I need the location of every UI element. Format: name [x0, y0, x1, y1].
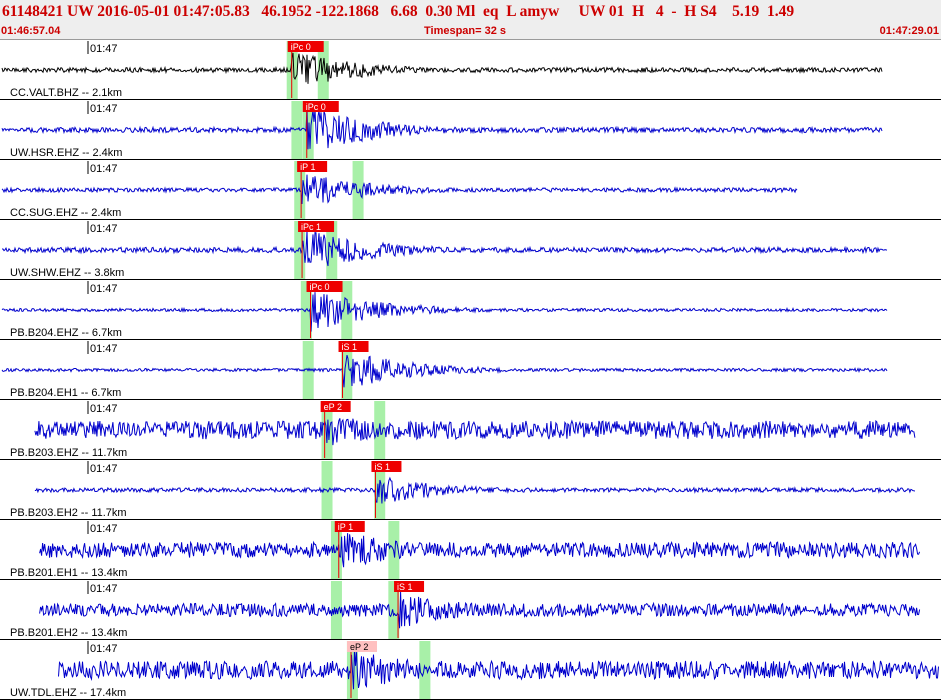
trace-time-label: 01:47	[90, 523, 118, 535]
pick-window	[341, 341, 353, 400]
pick-flag	[298, 221, 335, 232]
pick-flag	[394, 581, 425, 592]
pick-label: iS 1	[374, 462, 390, 472]
pick-flag	[306, 281, 343, 292]
waveform	[1, 292, 888, 332]
waveform	[1, 174, 798, 205]
station-label: CC.VALT.BHZ -- 2.1km	[10, 87, 122, 99]
waveform	[2, 230, 888, 267]
pick-window	[317, 41, 329, 100]
pick-label: iPc 1	[301, 222, 321, 232]
waveform	[1, 354, 888, 388]
trace-time-label: 01:47	[90, 283, 118, 295]
trace-time-label: 01:47	[90, 403, 118, 415]
start-time-label: 01:46:57.04	[1, 25, 61, 37]
pick-window	[294, 221, 306, 280]
station-label: PB.B203.EHZ -- 11.7km	[10, 447, 127, 459]
station-label: UW.HSR.EHZ -- 2.4km	[10, 147, 122, 159]
pick-window	[388, 581, 400, 640]
pick-flag	[297, 161, 328, 172]
pick-label: iPc 0	[310, 282, 330, 292]
pick-label: eP 2	[324, 402, 342, 412]
waveform	[39, 533, 921, 568]
station-label: PB.B203.EH2 -- 11.7km	[10, 507, 127, 519]
pick-window	[300, 281, 312, 340]
station-label: PB.B201.EH1 -- 13.4km	[10, 567, 127, 579]
pick-label: iS 1	[342, 342, 358, 352]
pick-flag	[338, 341, 369, 352]
station-label: CC.SUG.EHZ -- 2.4km	[10, 207, 121, 219]
pick-flag	[320, 401, 351, 412]
station-label: PB.B204.EH1 -- 6.7km	[10, 387, 121, 399]
pick-label: eP 2	[350, 642, 368, 652]
pick-window	[341, 281, 353, 340]
waveform	[34, 418, 916, 446]
pick-flag	[346, 641, 377, 652]
station-label: PB.B204.EHZ -- 6.7km	[10, 327, 122, 339]
waveform	[1, 52, 883, 84]
trace-time-label: 01:47	[90, 583, 118, 595]
pick-flag	[334, 521, 365, 532]
station-label: UW.SHW.EHZ -- 3.8km	[10, 267, 124, 279]
trace-time-label: 01:47	[90, 343, 118, 355]
trace-time-label: 01:47	[90, 223, 118, 235]
trace-time-label: 01:47	[90, 643, 118, 655]
end-time-label: 01:47:29.01	[879, 25, 939, 37]
pick-window	[419, 641, 431, 700]
waveform	[39, 591, 921, 629]
waveform	[1, 106, 883, 150]
seismogram-panel[interactable]: iPc 0 01:47 CC.VALT.BHZ -- 2.1km iPc 0 01:47…	[0, 40, 941, 700]
pick-window	[352, 161, 364, 220]
pick-label: iP 1	[300, 162, 315, 172]
trace-time-label: 01:47	[90, 43, 118, 55]
pick-flag	[287, 41, 324, 52]
waveform	[34, 476, 916, 504]
event-summary-title: 61148421 UW 2016-05-01 01:47:05.83 46.19…	[2, 3, 795, 20]
timespan-label: Timespan= 32 s	[424, 25, 507, 37]
pick-flag	[302, 101, 339, 112]
pick-label: iS 1	[397, 582, 413, 592]
pick-label: iP 1	[338, 522, 353, 532]
pick-window	[374, 401, 386, 460]
trace-time-label: 01:47	[90, 103, 118, 115]
station-label: UW.TDL.EHZ -- 17.4km	[10, 687, 126, 699]
trace-time-label: 01:47	[90, 463, 118, 475]
pick-label: iPc 0	[291, 42, 311, 52]
trace-time-label: 01:47	[90, 163, 118, 175]
pick-window	[291, 101, 303, 160]
pick-label: iPc 0	[306, 102, 326, 112]
header-bar: 61148421 UW 2016-05-01 01:47:05.83 46.19…	[0, 0, 941, 40]
station-label: PB.B201.EH2 -- 13.4km	[10, 627, 127, 639]
pick-flag	[371, 461, 402, 472]
waveform	[58, 647, 939, 690]
